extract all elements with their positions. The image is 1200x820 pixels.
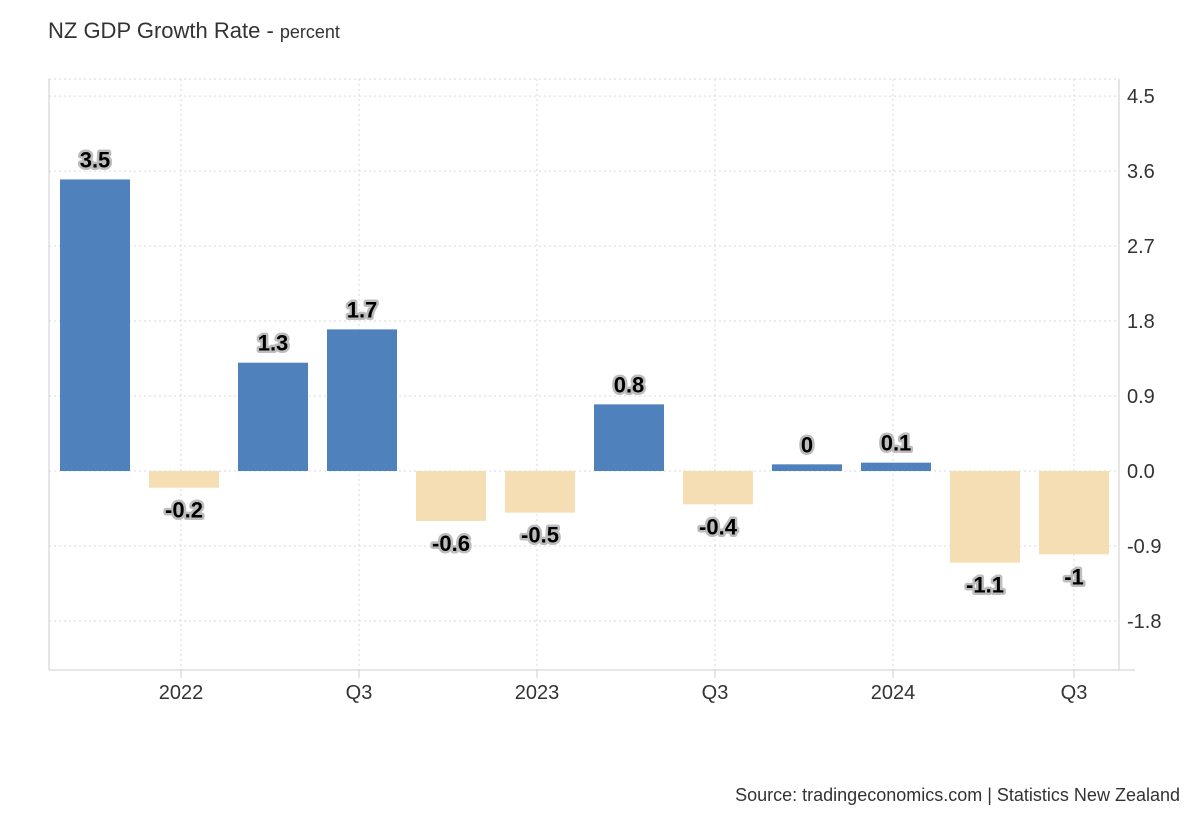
y-tick-label: 3.6 (1127, 161, 1155, 183)
chart-subtitle: percent (279, 22, 340, 42)
y-tick-label: 4.5 (1127, 86, 1155, 108)
data-label: 0.8 (614, 372, 645, 397)
data-label: -0.4 (699, 514, 738, 539)
data-label: -1.1 (966, 573, 1004, 598)
data-label: -0.6 (432, 531, 470, 556)
data-label: 1.3 (258, 331, 289, 356)
y-tick-label: -1.8 (1127, 611, 1161, 633)
y-tick-label: -0.9 (1127, 536, 1161, 558)
x-tick-label: Q3 (702, 682, 729, 704)
bar (416, 471, 486, 521)
source-note: Source: tradingeconomics.com | Statistic… (735, 785, 1180, 805)
y-tick-label: 0.0 (1127, 461, 1155, 483)
data-label: 0 (801, 432, 813, 457)
bar (60, 179, 130, 471)
bar (1039, 471, 1109, 555)
chart-title: NZ GDP Growth Rate - percent (48, 18, 340, 43)
bar (861, 462, 931, 471)
bar (772, 464, 842, 471)
x-tick-label: Q3 (346, 682, 373, 704)
x-tick-label: 2024 (871, 682, 916, 704)
chart-title-text: NZ GDP Growth Rate (48, 18, 261, 43)
bar (327, 329, 397, 471)
bar-chart: 4.5 3.6 2.7 1.8 0.9 0.0 -0.9 -1.8 2022 Q3 2023 Q3 20… (48, 78, 1161, 704)
y-tick-label: 0.9 (1127, 386, 1155, 408)
data-label: -0.5 (521, 523, 559, 548)
y-tick-label: 2.7 (1127, 236, 1155, 258)
x-tick-label: 2023 (515, 682, 560, 704)
data-label: -1 (1064, 564, 1084, 589)
bar (149, 471, 219, 488)
y-tick-label: 1.8 (1127, 311, 1155, 333)
data-label: -0.2 (165, 498, 203, 523)
bar (238, 362, 308, 471)
data-label: 3.5 (80, 147, 111, 172)
bar (594, 404, 664, 471)
bar (950, 471, 1020, 563)
data-label: 0.1 (881, 431, 912, 456)
bar (505, 471, 575, 513)
bar (683, 471, 753, 505)
x-tick-label: 2022 (159, 682, 204, 704)
x-tick-label: Q3 (1061, 682, 1088, 704)
data-label: 1.7 (347, 297, 378, 322)
